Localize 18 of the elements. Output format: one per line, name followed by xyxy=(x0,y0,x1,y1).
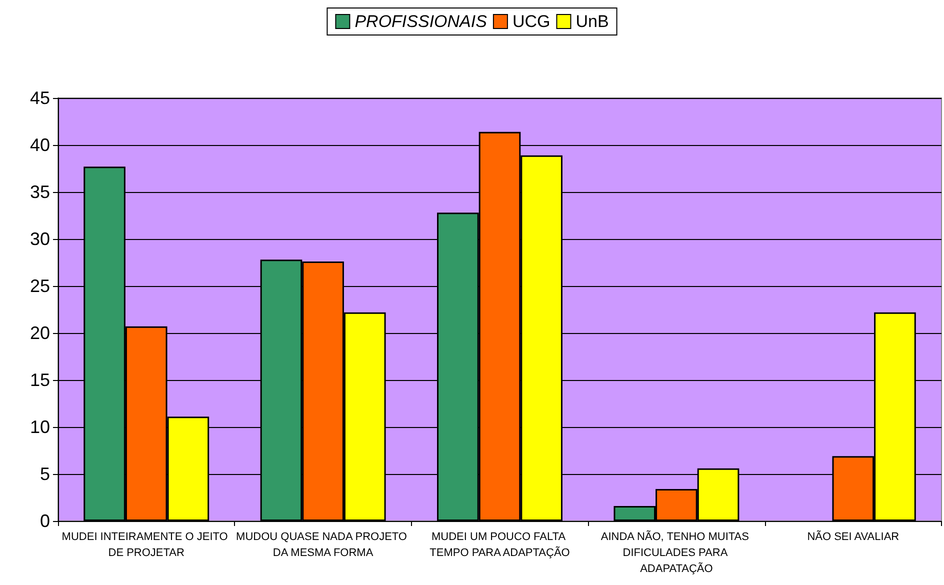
y-tick-label: 5 xyxy=(40,464,50,484)
x-tick-label: NÃO SEI AVALIAR xyxy=(807,530,900,543)
y-tick-label: 25 xyxy=(30,276,50,296)
y-tick-label: 0 xyxy=(40,511,50,531)
x-tick-label: MUDOU QUASE NADA PROJETO DA MESMA FORMA xyxy=(236,531,410,559)
y-tick-label: 15 xyxy=(30,370,50,390)
y-tick-label: 30 xyxy=(30,229,50,249)
x-tick-label: MUDEI INTEIRAMENTE O JEITO DE PROJETAR xyxy=(62,531,231,559)
x-tick-label: MUDEI UM POUCO FALTA TEMPO PARA ADAPTAÇÃO xyxy=(430,531,570,559)
x-tick-label: AINDA NÃO, TENHO MUITAS DIFICULADES PARA ADAPATAÇÃO xyxy=(600,530,752,575)
y-tick-label: 20 xyxy=(30,323,50,343)
legend-label: PROFISSIONAIS xyxy=(354,12,488,31)
legend-label: UnB xyxy=(576,12,609,31)
y-tick-label: 45 xyxy=(30,88,50,108)
y-tick-label: 40 xyxy=(30,135,50,155)
y-tick-label: 10 xyxy=(30,417,50,437)
y-tick-label: 35 xyxy=(30,182,50,202)
legend-label: UCG xyxy=(512,12,550,31)
